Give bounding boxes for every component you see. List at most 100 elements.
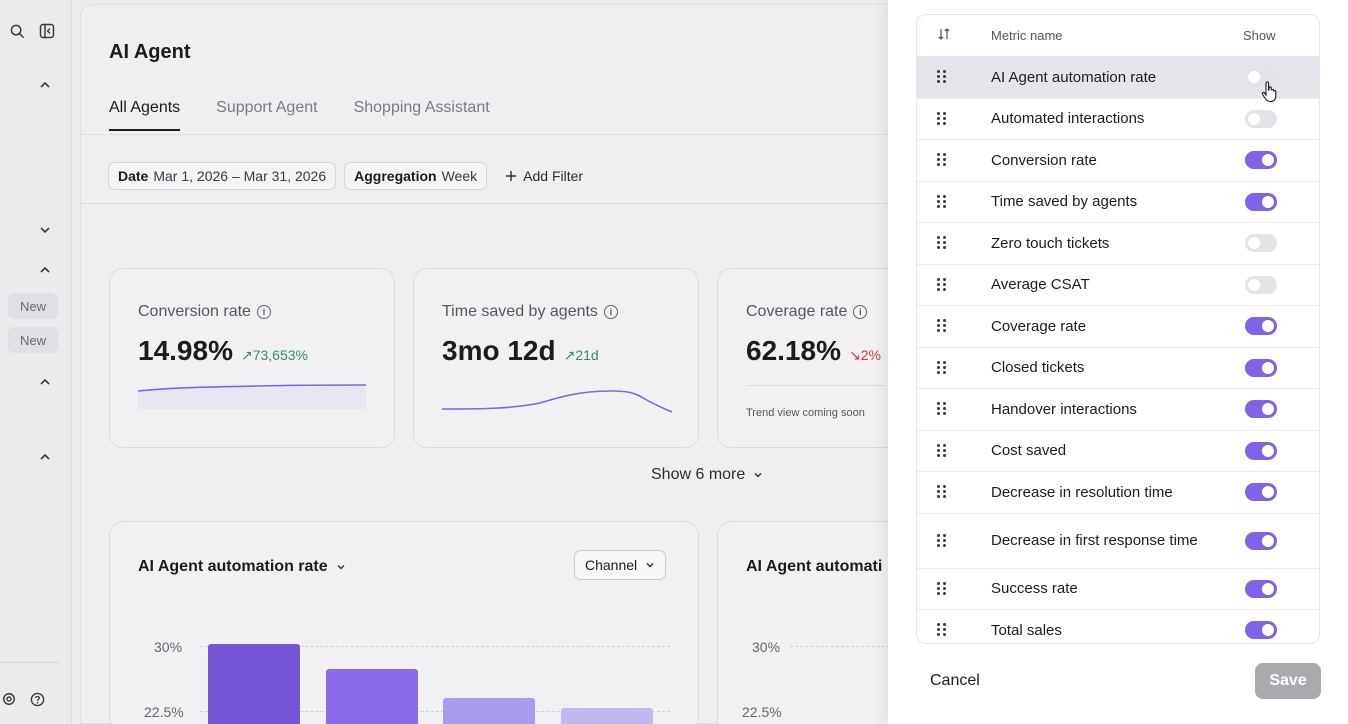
search-icon[interactable] xyxy=(8,22,26,40)
show-toggle[interactable] xyxy=(1245,621,1277,640)
drag-handle-icon[interactable] xyxy=(917,70,991,84)
show-toggle-cell xyxy=(1243,358,1319,377)
info-icon[interactable]: i xyxy=(603,305,618,319)
metric-row[interactable]: Success rate xyxy=(917,569,1319,610)
help-icon[interactable] xyxy=(28,690,46,708)
tab-support-agent[interactable]: Support Agent xyxy=(216,99,318,116)
drag-handle-icon[interactable] xyxy=(917,485,991,499)
kpi-card-time-saved[interactable]: Time saved by agents i 3mo 12d ↗21d xyxy=(413,268,699,448)
metric-row[interactable]: Cost saved xyxy=(917,431,1319,472)
chart-title-text: AI Agent automati xyxy=(746,558,883,575)
metric-row[interactable]: Average CSAT xyxy=(917,265,1319,306)
kpi-card-coverage-rate[interactable]: Coverage rate i 62.18% ↘2% Trend view comi… xyxy=(717,268,917,448)
chevron-down-icon[interactable] xyxy=(38,223,52,237)
kpi-label-text: Conversion rate xyxy=(138,303,251,320)
settings-icon[interactable] xyxy=(0,690,18,708)
channel-dropdown-label: Channel xyxy=(585,557,638,573)
show-toggle[interactable] xyxy=(1245,192,1277,211)
show-toggle[interactable] xyxy=(1245,441,1277,460)
metric-row[interactable]: Decrease in first response time xyxy=(917,514,1319,569)
chevron-up-icon[interactable] xyxy=(38,78,52,92)
drag-handle-icon[interactable] xyxy=(917,623,991,637)
collapse-sidebar-icon[interactable] xyxy=(38,22,56,40)
metric-row[interactable]: Automated interactions xyxy=(917,99,1319,140)
kpi-value-text: 62.18% xyxy=(746,335,841,366)
kpi-value: 62.18% ↘2% xyxy=(746,335,881,367)
agent-tabs: All Agents Support Agent Shopping Assist… xyxy=(109,99,490,131)
chart-card-automation-rate: AI Agent automation rate Channel 30% 22.… xyxy=(109,521,699,724)
chart-title[interactable]: AI Agent automati xyxy=(746,558,882,576)
show-toggle[interactable] xyxy=(1245,317,1277,336)
chevron-up-icon[interactable] xyxy=(38,263,52,277)
gridline xyxy=(790,646,900,647)
chevron-down-icon xyxy=(754,473,762,478)
metric-name: Zero touch tickets xyxy=(991,234,1110,252)
metric-row[interactable]: Closed tickets xyxy=(917,348,1319,389)
show-more-button[interactable]: Show 6 more xyxy=(651,466,763,484)
drag-handle-icon[interactable] xyxy=(917,581,991,596)
chart-bar[interactable] xyxy=(561,708,653,724)
chevron-up-icon[interactable] xyxy=(38,375,52,389)
metric-name: Total sales xyxy=(991,621,1062,639)
chart-bar[interactable] xyxy=(326,669,418,724)
sort-icon[interactable] xyxy=(917,27,991,44)
kpi-card-conversion-rate[interactable]: Conversion rate i 14.98% ↗73,653% xyxy=(109,268,395,448)
chevron-up-icon[interactable] xyxy=(38,450,52,464)
show-toggle[interactable] xyxy=(1245,358,1277,377)
new-badge: New xyxy=(8,293,58,319)
y-tick-label: 30% xyxy=(752,639,781,655)
drag-handle-icon[interactable] xyxy=(917,533,991,548)
metric-row[interactable]: Conversion rate xyxy=(917,140,1319,182)
save-button[interactable]: Save xyxy=(1255,663,1321,699)
drag-handle-icon[interactable] xyxy=(917,153,991,167)
metric-row[interactable]: Total sales xyxy=(917,610,1319,643)
metric-row[interactable]: Decrease in resolution time xyxy=(917,472,1319,514)
chart-bar[interactable] xyxy=(443,698,535,724)
drag-handle-icon[interactable] xyxy=(917,443,991,458)
metric-name-header: Metric name xyxy=(991,28,1063,43)
metric-name: Cost saved xyxy=(991,442,1067,460)
trend-value: 73,653% xyxy=(252,347,308,363)
show-toggle[interactable] xyxy=(1245,531,1277,550)
gridline xyxy=(200,711,670,712)
date-filter-chip[interactable]: Date Mar 1, 2026 – Mar 31, 2026 xyxy=(108,162,337,190)
add-filter-button[interactable]: Add Filter xyxy=(505,168,583,184)
metric-name: Closed tickets xyxy=(991,359,1085,377)
metric-row[interactable]: Coverage rate xyxy=(917,306,1319,348)
kpi-value-text: 14.98% xyxy=(138,335,233,366)
show-toggle[interactable] xyxy=(1245,234,1277,253)
drag-handle-icon[interactable] xyxy=(917,236,991,250)
show-toggle[interactable] xyxy=(1245,483,1277,502)
metric-row[interactable]: Time saved by agents xyxy=(917,182,1319,223)
show-toggle[interactable] xyxy=(1245,400,1277,419)
drag-handle-icon[interactable] xyxy=(917,111,991,126)
chevron-down-icon xyxy=(646,563,654,568)
drag-handle-icon[interactable] xyxy=(917,360,991,375)
channel-dropdown[interactable]: Channel xyxy=(574,550,667,580)
chart-title-dropdown[interactable]: AI Agent automation rate xyxy=(138,558,346,576)
show-toggle[interactable] xyxy=(1245,68,1277,87)
drag-handle-icon[interactable] xyxy=(917,277,991,292)
show-toggle[interactable] xyxy=(1245,275,1277,294)
show-toggle[interactable] xyxy=(1245,151,1277,170)
show-toggle[interactable] xyxy=(1245,109,1277,128)
cancel-button[interactable]: Cancel xyxy=(930,672,980,689)
metric-row[interactable]: AI Agent automation rate xyxy=(917,57,1319,99)
drag-handle-icon[interactable] xyxy=(917,194,991,209)
page-title: AI Agent xyxy=(109,41,191,63)
show-toggle[interactable] xyxy=(1245,579,1277,598)
chart-bar[interactable] xyxy=(208,644,300,724)
info-icon[interactable]: i xyxy=(853,305,868,319)
show-toggle-cell xyxy=(1243,192,1319,211)
date-filter-value: Mar 1, 2026 – Mar 31, 2026 xyxy=(153,168,327,184)
chevron-down-icon xyxy=(337,565,345,570)
tab-shopping-assistant[interactable]: Shopping Assistant xyxy=(353,99,490,116)
filters-divider xyxy=(81,203,901,204)
metric-row[interactable]: Handover interactions xyxy=(917,389,1319,431)
aggregation-filter-chip[interactable]: Aggregation Week xyxy=(344,162,488,190)
metric-row[interactable]: Zero touch tickets xyxy=(917,223,1319,265)
drag-handle-icon[interactable] xyxy=(917,319,991,333)
drag-handle-icon[interactable] xyxy=(917,402,991,416)
info-icon[interactable]: i xyxy=(256,305,271,319)
tab-all-agents[interactable]: All Agents xyxy=(109,99,181,131)
